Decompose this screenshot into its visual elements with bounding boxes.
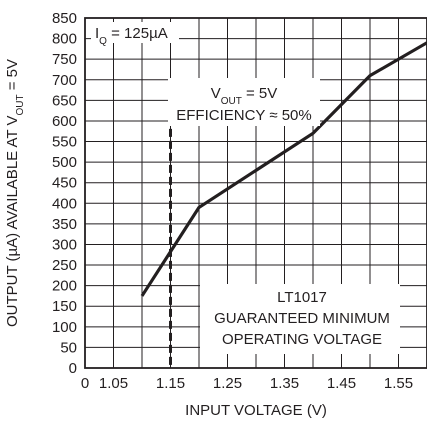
y-axis-title-subscript: OUT xyxy=(15,94,26,115)
y-tick-label: 0 xyxy=(69,360,77,377)
y-axis-title: OUTPUT (µA) AVAILABLE AT VOUT = 5V xyxy=(4,59,26,327)
lt1017-label-line: LT1017 xyxy=(277,289,327,306)
series-layer xyxy=(140,41,427,297)
y-tick-label: 600 xyxy=(52,113,77,130)
lt1017-label-line: GUARANTEED MINIMUM xyxy=(214,310,390,327)
y-tick-labels: 0 50 100 150 200 250 300 350 400 450 500 550 600 650 7… xyxy=(52,10,77,377)
lt1017-label-box xyxy=(200,284,400,354)
x-tick-label: 1.55 xyxy=(384,375,413,392)
y-tick-label: 500 xyxy=(52,154,77,171)
x-axis-title: INPUT VOLTAGE (V) xyxy=(185,402,327,419)
x-tick-label: 0 xyxy=(81,375,89,392)
efficiency-label-box xyxy=(168,78,320,126)
y-tick-label: 200 xyxy=(52,278,77,295)
iq-label-rest: = 125µA xyxy=(107,25,168,42)
series-line xyxy=(140,41,427,297)
y-tick-label: 550 xyxy=(52,134,77,151)
y-tick-label: 400 xyxy=(52,195,77,212)
efficiency-label: EFFICIENCY ≈ 50% xyxy=(176,107,312,124)
x-tick-label: 1.15 xyxy=(156,375,185,392)
plot-frame xyxy=(84,17,427,369)
y-tick-label: 350 xyxy=(52,216,77,233)
x-tick-label: 1.25 xyxy=(213,375,242,392)
y-tick-label: 250 xyxy=(52,257,77,274)
vout-label-main: V xyxy=(211,85,221,102)
y-tick-label: 300 xyxy=(52,236,77,253)
vout-label-sub: OUT xyxy=(221,96,242,107)
iq-label-main: I xyxy=(95,25,99,42)
iq-label-box xyxy=(91,22,179,43)
y-tick-label: 700 xyxy=(52,72,77,89)
x-tick-label: 1.35 xyxy=(270,375,299,392)
vout-label: VOUT = 5V xyxy=(211,85,278,107)
y-axis-title-main: OUTPUT (µA) AVAILABLE AT V xyxy=(4,116,21,328)
x-tick-labels: 0 1.05 1.15 1.25 1.35 1.45 1.55 xyxy=(81,375,413,392)
x-tick-label: 1.05 xyxy=(99,375,128,392)
iq-label: IQ = 125µA xyxy=(95,25,168,47)
y-tick-label: 100 xyxy=(52,319,77,336)
y-tick-label: 650 xyxy=(52,92,77,109)
y-axis-title-tail: = 5V xyxy=(4,59,21,94)
y-tick-label: 450 xyxy=(52,175,77,192)
y-tick-label: 800 xyxy=(52,31,77,48)
y-tick-label: 50 xyxy=(60,339,77,356)
y-tick-label: 850 xyxy=(52,10,77,27)
x-tick-label: 1.45 xyxy=(327,375,356,392)
y-tick-label: 750 xyxy=(52,51,77,68)
iq-label-subscript: Q xyxy=(99,36,107,47)
y-tick-label: 150 xyxy=(52,298,77,315)
vout-label-rest: = 5V xyxy=(242,85,277,102)
lt1017-label-line: OPERATING VOLTAGE xyxy=(222,331,382,348)
